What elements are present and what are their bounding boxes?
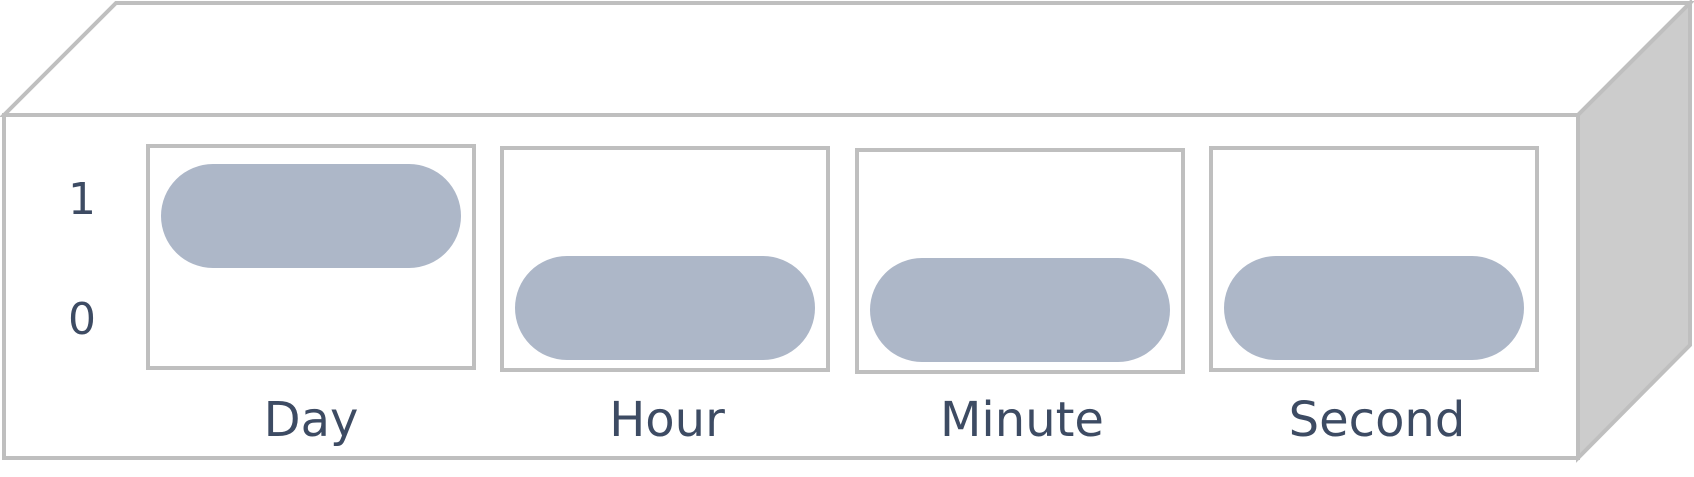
switch-minute: Minute [855,148,1185,448]
switch-knob[interactable] [515,256,815,360]
switch-knob[interactable] [1224,256,1524,360]
switch-day: Day [146,144,476,448]
switch-second: Second [1209,146,1539,448]
row-label-high: 1 [68,174,96,225]
box-top-face [0,0,1694,117]
switch-label: Minute [940,392,1104,448]
switch-hour: Hour [500,146,830,448]
switch-knob[interactable] [161,164,461,268]
switch-label: Hour [609,392,725,448]
switch-label: Second [1289,392,1466,448]
switch-knob[interactable] [870,258,1170,362]
row-label-low: 0 [68,294,96,345]
switch-label: Day [264,392,359,448]
